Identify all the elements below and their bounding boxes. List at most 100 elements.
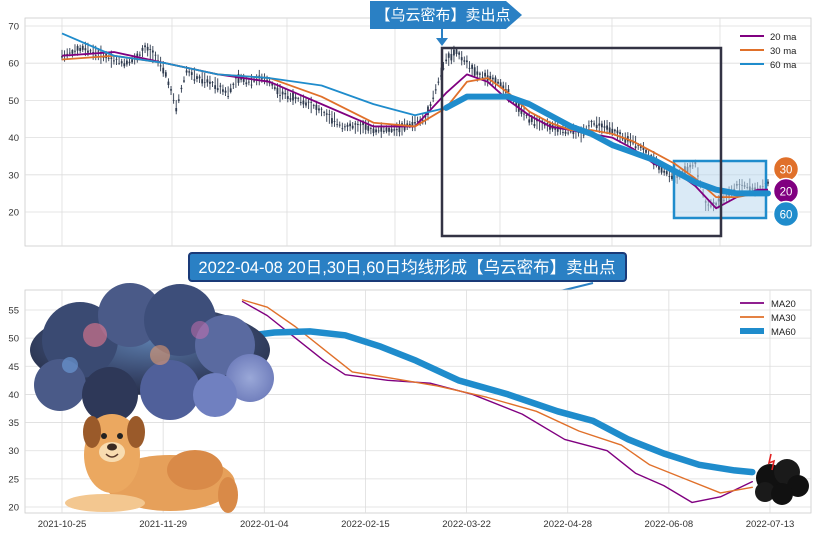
candle-body <box>190 72 193 75</box>
badge-60-label: 60 <box>780 210 793 222</box>
candle-body <box>222 89 224 92</box>
candle-body <box>372 128 375 133</box>
ma-x-tick-label: 2021-10-25 <box>38 519 87 530</box>
candle-body <box>128 61 131 64</box>
candle-body <box>489 75 492 80</box>
candle-body <box>177 99 180 101</box>
candle-body <box>245 82 248 85</box>
candle-body <box>414 122 416 124</box>
price-y-tick-label: 70 <box>8 22 19 33</box>
candle-body <box>367 125 370 131</box>
candle-body <box>663 170 666 173</box>
candle-body <box>284 93 287 95</box>
candle-body <box>390 128 393 132</box>
candle-body <box>466 60 468 63</box>
candle-body <box>567 132 570 134</box>
candle-body <box>312 105 315 106</box>
candle-body <box>590 120 593 123</box>
candle-body <box>554 127 557 130</box>
candle-body <box>196 76 198 79</box>
candle-body <box>276 87 279 95</box>
candle-body <box>403 124 406 131</box>
candle-body <box>595 124 598 129</box>
candle-body <box>185 70 188 73</box>
candle-body <box>164 72 167 77</box>
candle-body <box>232 83 235 85</box>
candle-body <box>341 128 344 130</box>
candle-body <box>429 104 432 107</box>
ma-x-tick-label: 2022-04-28 <box>543 519 592 530</box>
candle-body <box>120 61 123 64</box>
candle-body <box>603 126 606 128</box>
candle-body <box>81 45 84 50</box>
ma-x-tick-label: 2022-03-22 <box>442 519 491 530</box>
candle-body <box>229 88 232 93</box>
candle-body <box>203 82 206 84</box>
line-ma20 <box>241 300 753 504</box>
candle-body <box>279 95 281 96</box>
candle-body <box>323 111 326 113</box>
candle-body <box>362 121 364 125</box>
candle-body <box>310 101 313 103</box>
candle-body <box>351 125 354 129</box>
candle-body <box>453 49 455 56</box>
candle-body <box>380 127 383 132</box>
candle-body <box>388 127 390 132</box>
legend-label-ma60: MA60 <box>771 327 796 338</box>
candle-body <box>253 80 255 82</box>
candle-body <box>476 71 479 75</box>
candle-body <box>71 49 74 54</box>
candle-body <box>395 129 398 131</box>
top-banner-shape <box>370 1 522 29</box>
candle-body <box>569 131 572 133</box>
line-60ma-thick <box>443 93 771 197</box>
candle-body <box>468 67 471 69</box>
ma-x-tick-label: 2022-02-15 <box>341 519 390 530</box>
candle-body <box>162 67 165 74</box>
candle-body <box>497 81 499 84</box>
line-ma60 <box>239 328 756 476</box>
candle-body <box>76 46 79 51</box>
candle-body <box>138 54 141 56</box>
candle-body <box>250 84 253 86</box>
candle-body <box>183 80 185 82</box>
candle-body <box>113 60 115 62</box>
candle-body <box>458 52 461 55</box>
candle-body <box>767 181 769 184</box>
candle-body <box>227 96 230 97</box>
candle-body <box>424 115 427 118</box>
ma-y-tick-label: 55 <box>8 306 19 317</box>
ma-x-tick-label: 2022-06-08 <box>645 519 694 530</box>
candle-body <box>588 125 590 127</box>
top-banner-arrow-head <box>436 38 448 46</box>
ma-y-tick-label: 50 <box>8 334 19 345</box>
candle-body <box>606 125 608 130</box>
ma-y-tick-label: 40 <box>8 390 19 401</box>
candle-body <box>209 81 211 84</box>
candle-body <box>533 124 536 127</box>
candle-body <box>600 123 603 128</box>
candle-body <box>445 59 448 62</box>
candle-body <box>611 128 614 134</box>
candle-body <box>214 85 217 89</box>
ma-badges: 30 20 60 <box>772 155 800 228</box>
candle-body <box>671 175 673 180</box>
candle-body <box>216 88 219 91</box>
candle-body <box>175 107 178 112</box>
candle-body <box>115 58 118 60</box>
candle-body <box>637 144 640 146</box>
candle-body <box>645 149 647 153</box>
candle-body <box>398 126 401 133</box>
ma-legend: MA20 MA30 MA60 <box>740 299 796 338</box>
candle-body <box>242 78 245 82</box>
candle-body <box>525 115 528 116</box>
candle-body <box>302 100 305 105</box>
candle-body <box>318 108 320 111</box>
candle-body <box>375 129 377 133</box>
candle-body <box>369 127 372 129</box>
top-banner-text: 【乌云密布】卖出点 <box>375 7 510 24</box>
candle-body <box>507 89 510 93</box>
candle-body <box>432 97 435 99</box>
candle-body <box>240 78 242 80</box>
